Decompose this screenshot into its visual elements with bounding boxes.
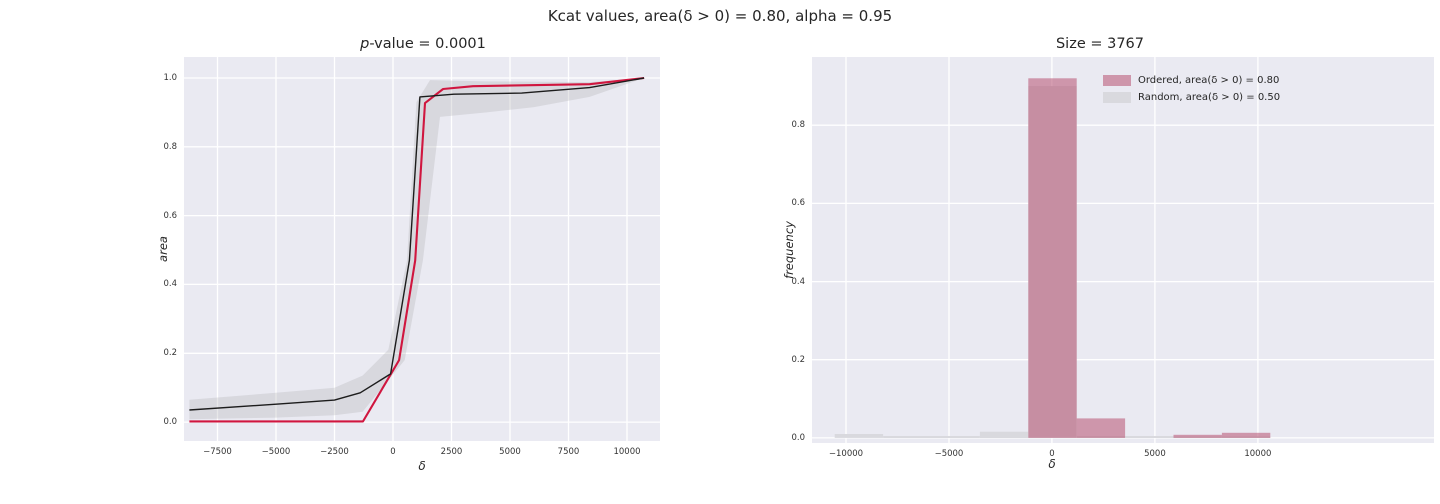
right-plot-title-text: Size = 3767 bbox=[1055, 36, 1145, 52]
hist-bar-ordered bbox=[1028, 78, 1077, 438]
x-tick-label: 0 bbox=[1049, 449, 1055, 459]
x-tick-label: −5000 bbox=[261, 447, 291, 457]
x-tick-label: 0 bbox=[390, 447, 396, 457]
right-y-axis-label: frequency bbox=[782, 221, 796, 279]
legend-item-ordered: Ordered, area(δ > 0) = 0.80 bbox=[1103, 74, 1280, 86]
hist-bar-random bbox=[1125, 436, 1174, 438]
left-x-axis-label: δ bbox=[418, 459, 426, 473]
plot-canvas bbox=[812, 57, 1434, 443]
figure-title: Kcat values, area(δ > 0) = 0.80, alpha =… bbox=[547, 7, 893, 25]
x-tick-label: −10000 bbox=[828, 449, 864, 459]
legend-label-random: Random, area(δ > 0) = 0.50 bbox=[1138, 91, 1281, 103]
legend-label-ordered: Ordered, area(δ > 0) = 0.80 bbox=[1138, 74, 1280, 86]
left-y-axis-label: area bbox=[156, 236, 170, 262]
right-x-axis-label: δ bbox=[1048, 457, 1056, 471]
right-axes-area bbox=[812, 57, 1434, 443]
x-tick-label: −5000 bbox=[934, 449, 964, 459]
y-tick-label: 0.0 bbox=[791, 432, 805, 443]
left-plot-title: p-value = 0.0001 bbox=[360, 36, 486, 52]
y-tick-label: 0.8 bbox=[163, 141, 177, 152]
y-tick-label: 0.0 bbox=[163, 417, 177, 428]
legend: Ordered, area(δ > 0) = 0.80 Random, area… bbox=[1103, 74, 1280, 103]
x-tick-label: 10000 bbox=[613, 447, 641, 457]
hist-bar-random bbox=[931, 436, 980, 438]
hist-bar-random bbox=[834, 434, 884, 438]
y-tick-label: 0.4 bbox=[791, 276, 805, 287]
y-tick-label: 0.2 bbox=[163, 348, 177, 359]
left-plot-title-italic: p bbox=[360, 36, 370, 52]
ordered-swatch-icon bbox=[1103, 74, 1131, 86]
hist-bar-ordered bbox=[1173, 434, 1222, 438]
x-tick-label: 7500 bbox=[557, 447, 580, 457]
hist-bar-ordered bbox=[1221, 432, 1271, 438]
left-axes-area bbox=[184, 57, 660, 441]
x-tick-label: −7500 bbox=[203, 447, 232, 457]
ordered-line bbox=[189, 76, 645, 423]
hist-bar-ordered bbox=[1076, 418, 1126, 438]
y-tick-label: 1.0 bbox=[163, 72, 177, 83]
y-tick-label: 0.4 bbox=[163, 279, 177, 290]
x-tick-label: 2500 bbox=[440, 447, 463, 457]
random-mean-line bbox=[189, 77, 645, 411]
hist-bar-random bbox=[979, 431, 1029, 438]
random-swatch-icon bbox=[1103, 91, 1131, 103]
plot-canvas bbox=[184, 57, 660, 441]
y-tick-label: 0.8 bbox=[791, 120, 805, 131]
x-tick-label: −2500 bbox=[320, 447, 349, 457]
y-tick-label: 0.6 bbox=[163, 210, 177, 221]
right-plot-title: Size = 3767 bbox=[1056, 36, 1144, 52]
hist-bar-random bbox=[883, 436, 932, 438]
x-tick-label: 10000 bbox=[1244, 449, 1272, 459]
x-tick-label: 5000 bbox=[1144, 449, 1166, 459]
y-tick-label: 0.6 bbox=[791, 198, 805, 209]
x-tick-label: 5000 bbox=[499, 447, 521, 457]
left-plot-title-text: -value = 0.0001 bbox=[369, 36, 486, 52]
legend-item-random: Random, area(δ > 0) = 0.50 bbox=[1103, 91, 1280, 103]
y-tick-label: 0.2 bbox=[791, 354, 805, 365]
